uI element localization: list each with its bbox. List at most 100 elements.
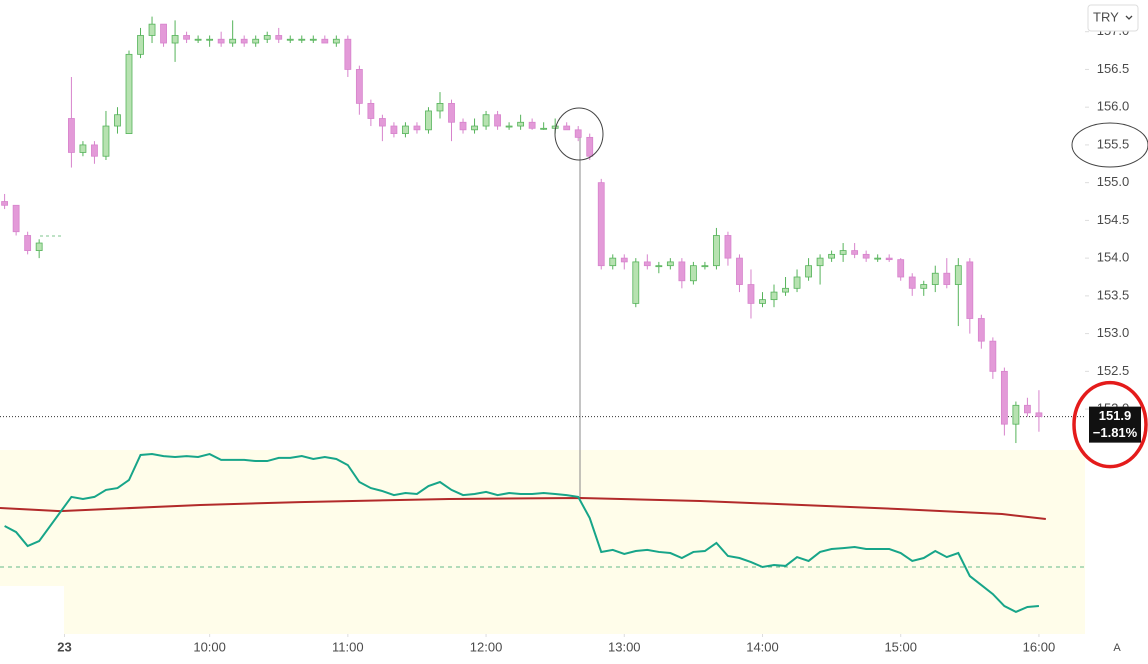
candle-body <box>759 299 766 304</box>
candle-body <box>805 265 812 278</box>
candle-body <box>897 259 905 278</box>
candle-body <box>701 265 709 268</box>
x-tick-label: 12:00 <box>470 639 503 654</box>
indicator-background <box>0 450 1085 586</box>
candle-body <box>505 125 513 128</box>
candle-body <box>332 38 340 44</box>
y-tick-label: 156.5 <box>1097 61 1130 76</box>
candle-body <box>586 136 594 157</box>
candle-body <box>402 125 409 134</box>
highlight-ellipse <box>1071 122 1148 168</box>
average-line <box>0 497 1046 520</box>
candle-body <box>574 129 582 138</box>
candle-body <box>816 257 824 267</box>
candle-body <box>309 38 317 41</box>
candle-body <box>79 144 87 153</box>
candle-body <box>1000 370 1008 425</box>
candle-body <box>1012 404 1020 425</box>
candle-body <box>35 242 43 251</box>
candle-body <box>989 340 997 372</box>
y-tick-label: 155.0 <box>1097 174 1130 189</box>
candle-body <box>689 265 697 282</box>
candle-body <box>724 235 732 259</box>
candle-body <box>471 125 478 131</box>
candle-body <box>885 257 893 261</box>
x-tick-label: 23 <box>57 639 71 654</box>
currency-label[interactable]: TRY <box>1093 9 1119 24</box>
candle-body <box>355 69 363 104</box>
candle-body <box>931 272 939 285</box>
candle-body <box>874 257 882 260</box>
currency-button[interactable] <box>1087 4 1139 32</box>
candle-body <box>436 103 444 112</box>
candle-body <box>966 261 974 319</box>
candle-body <box>678 261 686 282</box>
candle-body <box>298 38 306 41</box>
candle-body <box>229 38 237 44</box>
candle-body <box>517 121 525 127</box>
candle-body <box>413 125 421 131</box>
candle-body <box>482 114 490 127</box>
candle-body <box>793 276 801 289</box>
scale-mode-button[interactable]: A <box>1113 642 1121 654</box>
candle-body <box>425 110 432 131</box>
candle-body <box>862 253 870 259</box>
candle-body <box>448 103 455 123</box>
candle-body <box>125 53 133 134</box>
chevron <box>1125 15 1133 20</box>
candle-body <box>494 114 501 127</box>
candle-body <box>321 38 329 44</box>
candle-body <box>1024 404 1031 414</box>
y-tick-label: 153.5 <box>1097 287 1130 302</box>
candle-body <box>263 35 271 40</box>
candle-body <box>655 265 663 268</box>
candle-body <box>114 114 121 127</box>
candle-body <box>12 204 20 233</box>
candle-body <box>102 125 110 157</box>
candle-body <box>137 35 144 55</box>
candle-body <box>643 261 651 267</box>
candle-body <box>286 38 294 41</box>
candle-body <box>459 121 467 131</box>
candle-body <box>367 103 375 119</box>
indicator-background <box>64 586 1085 634</box>
candle-body <box>540 127 548 130</box>
candle-body <box>954 265 962 285</box>
candle-body <box>851 250 859 255</box>
candle-body <box>252 38 260 44</box>
candle-body <box>782 287 789 293</box>
candle-body <box>206 38 214 41</box>
x-tick-label: 15:00 <box>884 639 917 654</box>
y-tick-label: 156.0 <box>1097 99 1130 114</box>
candle-body <box>275 35 283 40</box>
candle-body <box>1035 412 1043 418</box>
candle-body <box>528 121 536 129</box>
price-change: −1.81% <box>1093 425 1138 440</box>
candle-body <box>148 23 156 36</box>
candle-body <box>1 201 9 206</box>
candle-body <box>828 253 836 259</box>
candle-body <box>920 284 928 289</box>
x-tick-label: 14:00 <box>746 639 779 654</box>
candle-body <box>908 276 916 289</box>
candle-body <box>770 291 778 301</box>
candle-body <box>217 38 225 44</box>
y-tick-label: 153.0 <box>1097 325 1130 340</box>
x-tick-label: 10:00 <box>193 639 226 654</box>
candle-body <box>160 23 167 44</box>
candle-body <box>24 235 32 251</box>
last-price: 151.9 <box>1099 408 1132 423</box>
candle-body <box>747 284 755 304</box>
x-tick-label: 11:00 <box>332 639 364 654</box>
candle-body <box>943 272 951 285</box>
y-tick-label: 155.5 <box>1097 136 1130 151</box>
indicator-line <box>4 452 1040 614</box>
candle-body <box>736 257 743 285</box>
highlight-circle <box>554 107 604 161</box>
candle-body <box>977 318 985 342</box>
candle-body <box>632 261 640 304</box>
candle-body <box>378 118 386 127</box>
candle-body <box>563 125 571 131</box>
candle-body <box>344 38 352 70</box>
